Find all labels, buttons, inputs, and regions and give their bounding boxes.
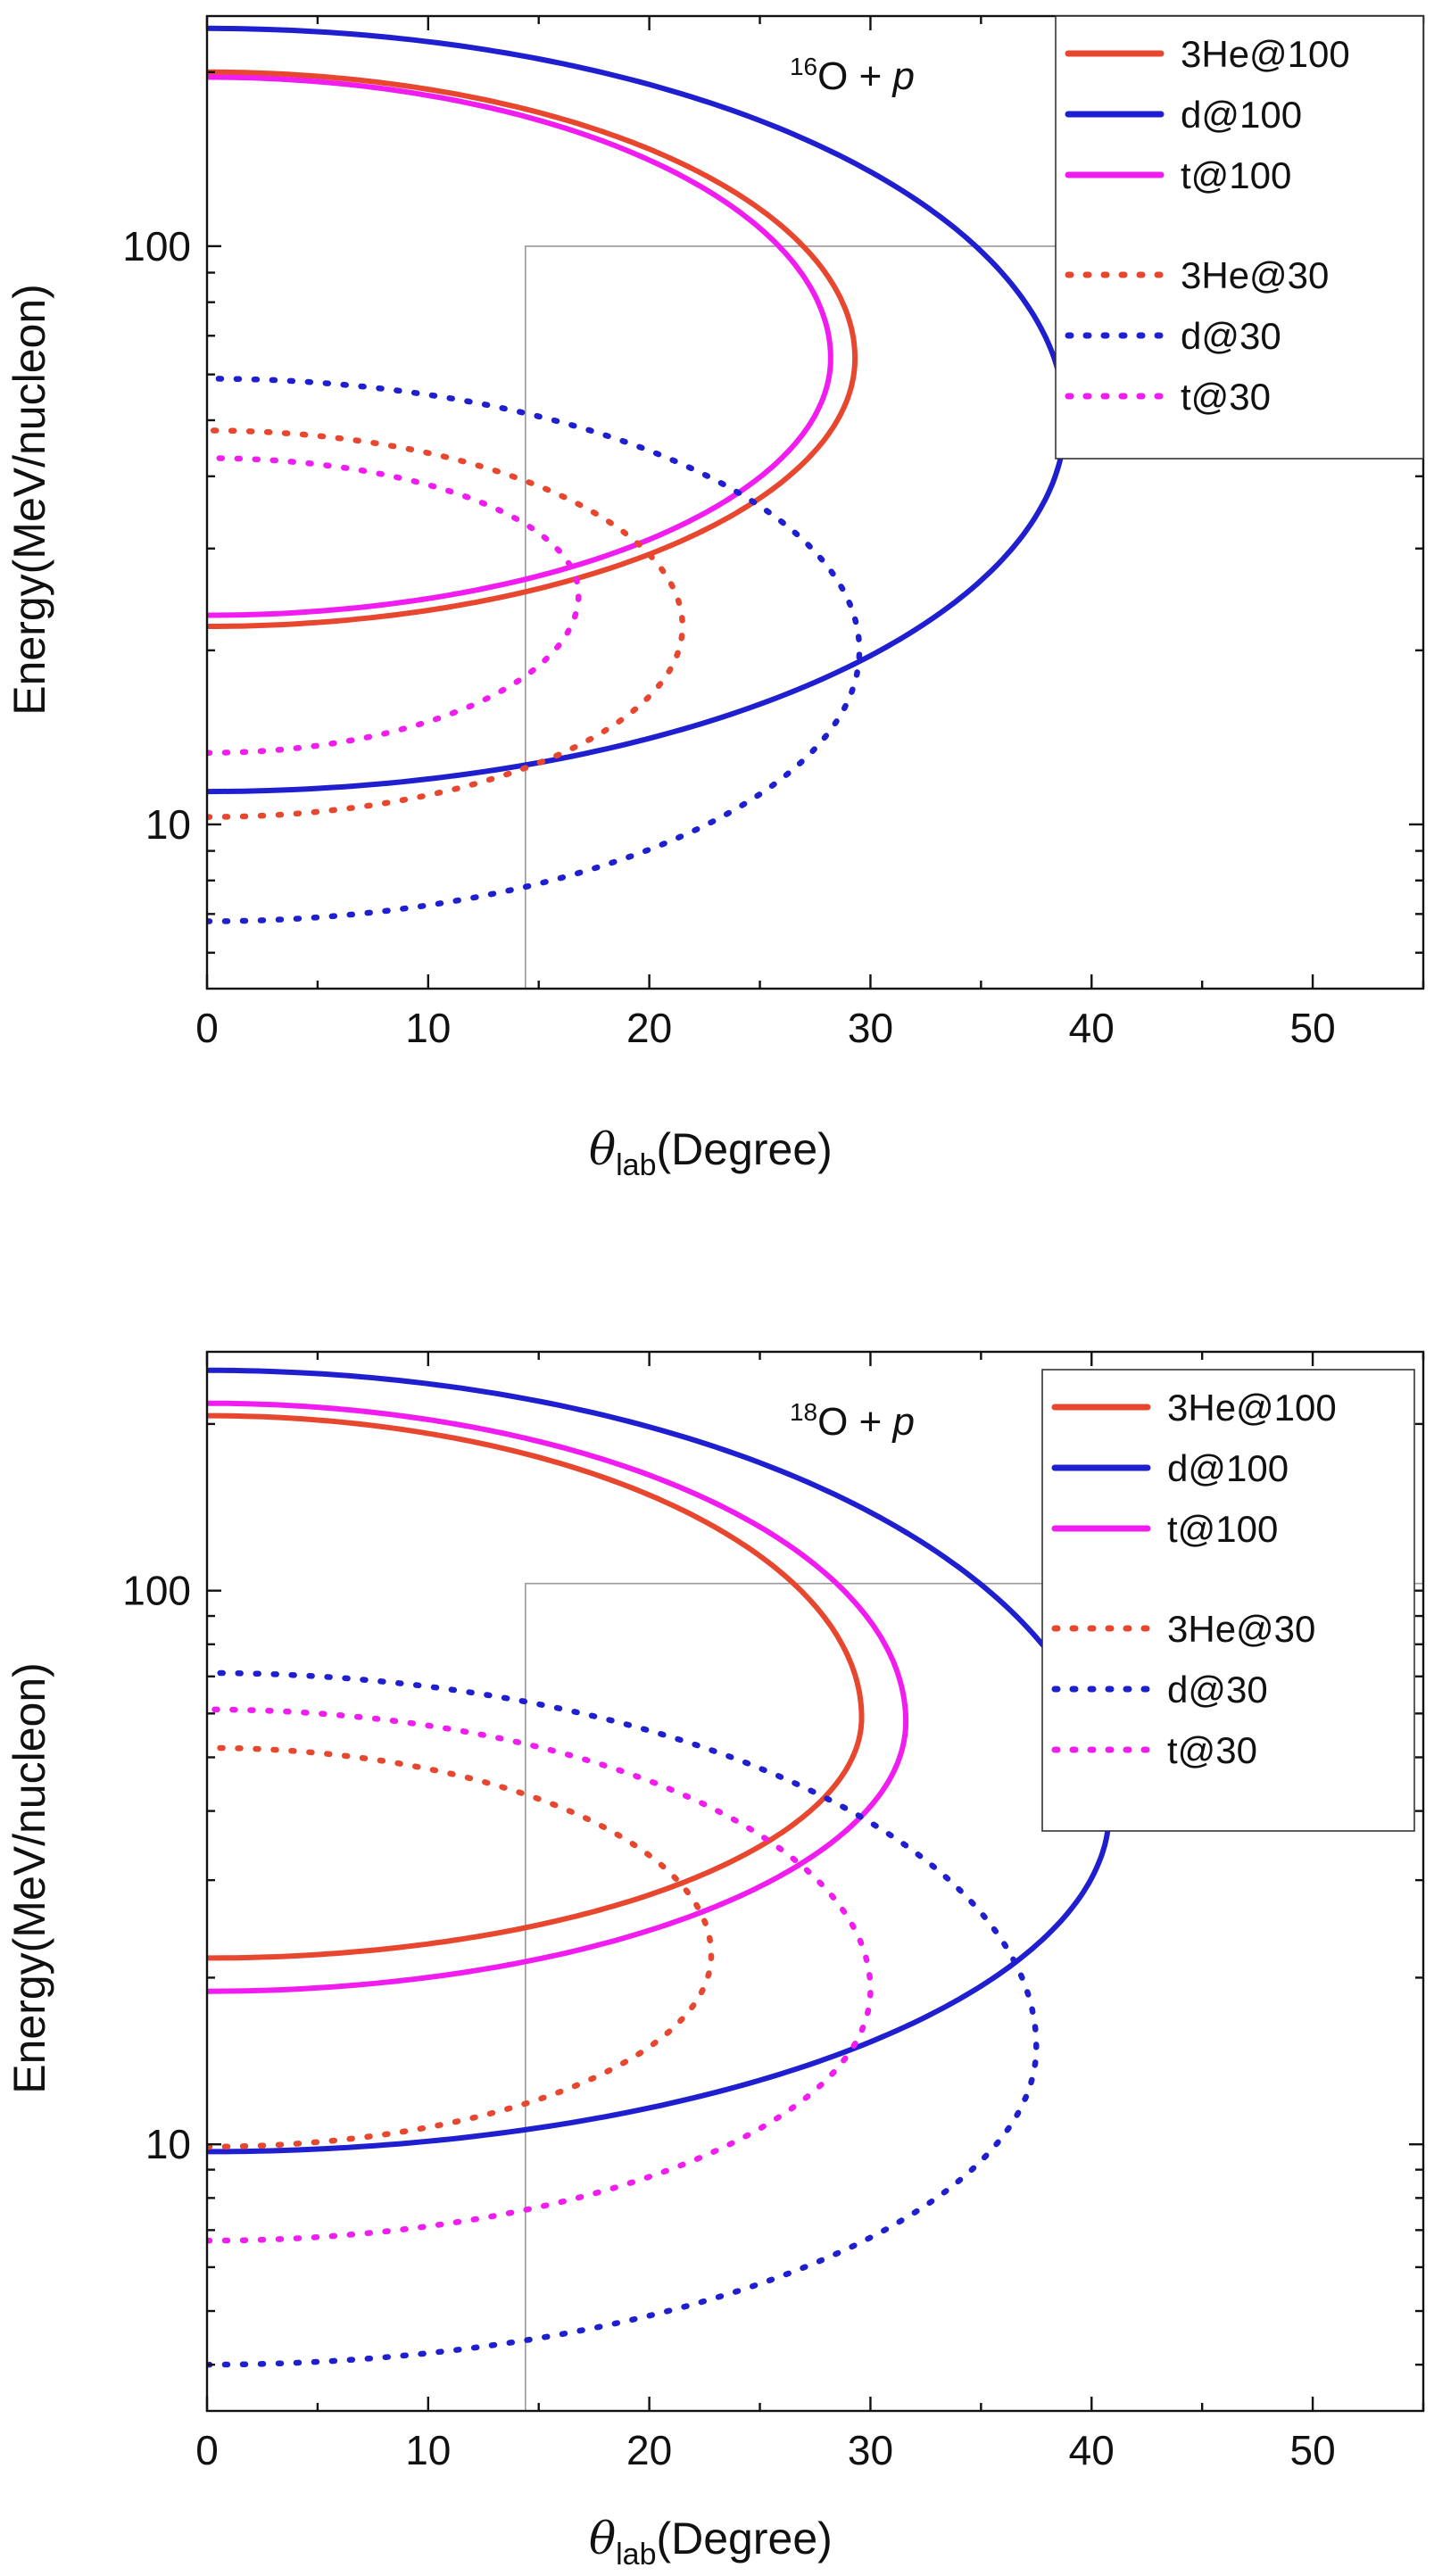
x-tick-label: 20	[626, 1005, 672, 1051]
legend-label-t-100: t@100	[1181, 154, 1291, 196]
series-3he-30-line	[207, 1744, 715, 2150]
reaction-annotation: 16O + p	[790, 53, 915, 98]
x-axis-label-unit: (Degree)	[656, 1124, 832, 1174]
series-3he-30-line	[207, 427, 686, 820]
x-axis-label-subscript: lab	[616, 2538, 656, 2572]
x-tick-label: 10	[405, 1005, 451, 1051]
series-t-30-line	[207, 1706, 874, 2244]
reaction-annotation-projectile: p	[891, 54, 915, 98]
x-tick-label: 0	[195, 1005, 219, 1051]
x-tick-label: 0	[195, 2427, 219, 2473]
y-axis-label: Energy(MeV/nucleon)	[4, 1662, 54, 2094]
x-tick-label: 40	[1069, 2427, 1115, 2473]
legend: 3He@100 d@100 t@100 3He@30 d@30 t@30	[1055, 15, 1424, 460]
legend-label-d-100: d@100	[1167, 1447, 1289, 1489]
y-tick-label: 10	[145, 2121, 191, 2167]
y-tick-label: 100	[122, 1568, 191, 1614]
x-axis-label-symbol: θ	[589, 2513, 616, 2564]
reaction-annotation-isotope: 18	[790, 1398, 817, 1426]
legend-label-3he-100: 3He@100	[1181, 33, 1350, 75]
legend: 3He@100 d@100 t@100 3He@30 d@30 t@30	[1041, 1369, 1415, 1832]
legend-label-t-100: t@100	[1167, 1508, 1278, 1550]
x-tick-label: 40	[1069, 1005, 1115, 1051]
x-axis-label: θlab(Degree)	[589, 1123, 833, 1182]
x-tick-label: 10	[405, 2427, 451, 2473]
x-tick-label: 30	[848, 1005, 893, 1051]
legend-label-d-30: d@30	[1167, 1669, 1268, 1710]
reaction-annotation-nucleus: O +	[817, 54, 892, 98]
axis-frame	[205, 1350, 1425, 2413]
axis-frame	[205, 14, 1425, 990]
legend-label-3he-30: 3He@30	[1167, 1608, 1315, 1650]
x-tick-label: 50	[1290, 1005, 1336, 1051]
legend-label-d-100: d@100	[1181, 94, 1302, 136]
series-t-30-line	[207, 455, 582, 756]
legend-label-3he-30: 3He@30	[1181, 254, 1329, 296]
chart-16O-plus-p: 0 10 20 30 40 50 10 100 θlab(Degree) Energy(MeV/n…	[4, 14, 1425, 1182]
curves	[207, 1367, 1113, 2368]
legend-label-3he-100: 3He@100	[1167, 1387, 1337, 1429]
reaction-annotation-projectile: p	[891, 1400, 915, 1444]
series-d-30-line	[207, 1669, 1040, 2368]
series-t-100-line	[207, 74, 833, 618]
reaction-annotation-isotope: 16	[790, 53, 817, 80]
legend-label-t-30: t@30	[1167, 1729, 1257, 1771]
legend-label-t-30: t@30	[1181, 376, 1271, 418]
legend-box	[1055, 15, 1424, 460]
reaction-annotation-nucleus: O +	[817, 1400, 892, 1444]
series-3he-100-line	[207, 69, 858, 629]
chart-18O-plus-p: 0 10 20 30 40 50 10 100 θlab(Degree) Energy(MeV/n…	[4, 1350, 1425, 2572]
y-axis-label: Energy(MeV/nucleon)	[4, 284, 54, 716]
x-tick-label: 20	[626, 2427, 672, 2473]
x-axis-label-symbol: θ	[589, 1123, 616, 1175]
y-tick-label: 10	[145, 801, 191, 848]
legend-label-d-30: d@30	[1181, 315, 1281, 357]
series-3he-100-line	[207, 1412, 865, 1961]
x-tick-label: 50	[1290, 2427, 1336, 2473]
x-axis-label-subscript: lab	[616, 1148, 656, 1182]
y-tick-label: 100	[122, 223, 191, 269]
x-axis-label-unit: (Degree)	[656, 2514, 832, 2564]
x-tick-label: 30	[848, 2427, 893, 2473]
x-axis-label: θlab(Degree)	[589, 2513, 833, 2572]
series-t-100-line	[207, 1400, 909, 1994]
reaction-annotation: 18O + p	[790, 1398, 915, 1444]
legend-box	[1041, 1369, 1415, 1832]
